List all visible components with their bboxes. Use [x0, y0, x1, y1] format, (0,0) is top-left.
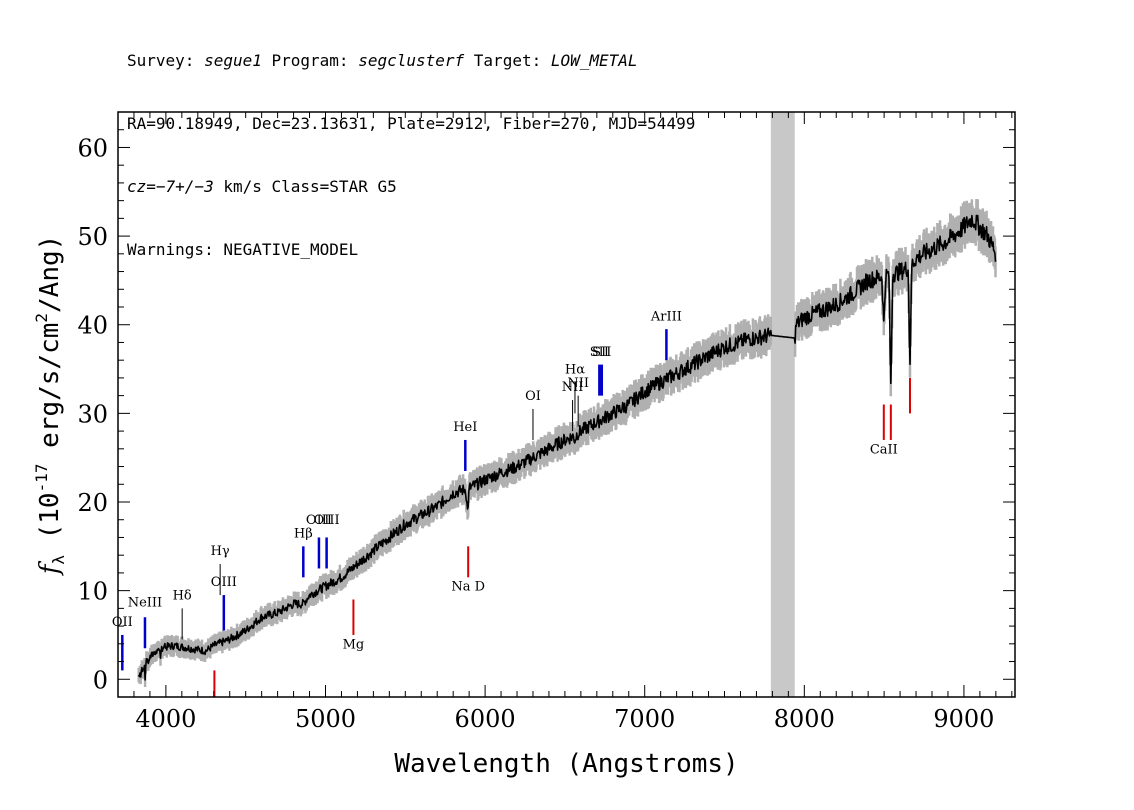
emission-line-label: HeI: [453, 420, 477, 435]
emission-line-label: SII: [592, 345, 611, 360]
target-key: Target:: [464, 51, 551, 70]
emission-line-label: Hδ: [173, 589, 192, 604]
plot-frame: [117, 111, 1016, 698]
cz-value: cz=−7+/−3: [127, 177, 214, 196]
emission-line-label: SII: [590, 345, 609, 360]
emission-line-label: NII: [562, 380, 584, 395]
emission-line-label: Hβ: [294, 526, 313, 541]
header-line-coordinates: RA=90.18949, Dec=23.13631, Plate=2912, F…: [127, 114, 696, 133]
emission-line-label: OII: [112, 615, 133, 630]
y-tick-label: 60: [77, 134, 108, 162]
class-value: km/s Class=STAR G5: [213, 177, 397, 196]
absorption-line-label: CaII: [870, 442, 898, 457]
program-key: Program:: [261, 51, 359, 70]
emission-line-label: Hγ: [211, 544, 230, 559]
emission-line-label: NeIII: [128, 596, 162, 611]
emission-line-label: Hα: [565, 362, 585, 377]
y-tick-label: 50: [77, 223, 108, 251]
target-value: LOW_METAL: [550, 51, 638, 70]
survey-key: Survey:: [127, 51, 205, 70]
y-tick-label: 0: [93, 666, 108, 694]
x-tick-label: 6000: [455, 705, 516, 733]
spectrum-line: [137, 214, 997, 681]
y-tick-label: 10: [77, 578, 108, 606]
x-tick-label: 7000: [614, 705, 675, 733]
header-line-redshift: cz=−7+/−3 km/s Class=STAR G5: [127, 176, 695, 197]
y-tick-label: 20: [77, 489, 108, 517]
emission-line-label: OIII: [314, 513, 340, 528]
emission-line-label: OIII: [211, 575, 237, 590]
x-axis-title: Wavelength (Angstroms): [394, 749, 738, 779]
x-tick-label: 9000: [933, 705, 994, 733]
header-line-warnings: Warnings: NEGATIVE_MODEL: [127, 240, 359, 259]
emission-line-label: NII: [567, 376, 589, 391]
emission-line-label: ArIII: [650, 309, 682, 324]
spectrum-header: Survey: segue1 Program: segclusterf Targ…: [127, 8, 695, 281]
masked-band: [770, 112, 795, 697]
absorption-line-label: Na D: [451, 580, 485, 595]
x-tick-label: 4000: [135, 705, 196, 733]
x-tick-label: 5000: [295, 705, 356, 733]
program-value: segclusterf: [358, 51, 465, 70]
x-tick-label: 8000: [774, 705, 835, 733]
emission-line-label: OIII: [306, 513, 332, 528]
survey-value: segue1: [204, 51, 262, 70]
emission-line-label: OI: [525, 389, 541, 404]
absorption-line-label: Mg: [343, 637, 365, 652]
y-tick-label: 30: [77, 400, 108, 428]
header-line-survey: Survey: segue1 Program: segclusterf Targ…: [127, 50, 695, 71]
y-axis-title: fλ (10-17 erg/s/cm2/Ang): [32, 235, 68, 577]
y-tick-label: 40: [77, 312, 108, 340]
